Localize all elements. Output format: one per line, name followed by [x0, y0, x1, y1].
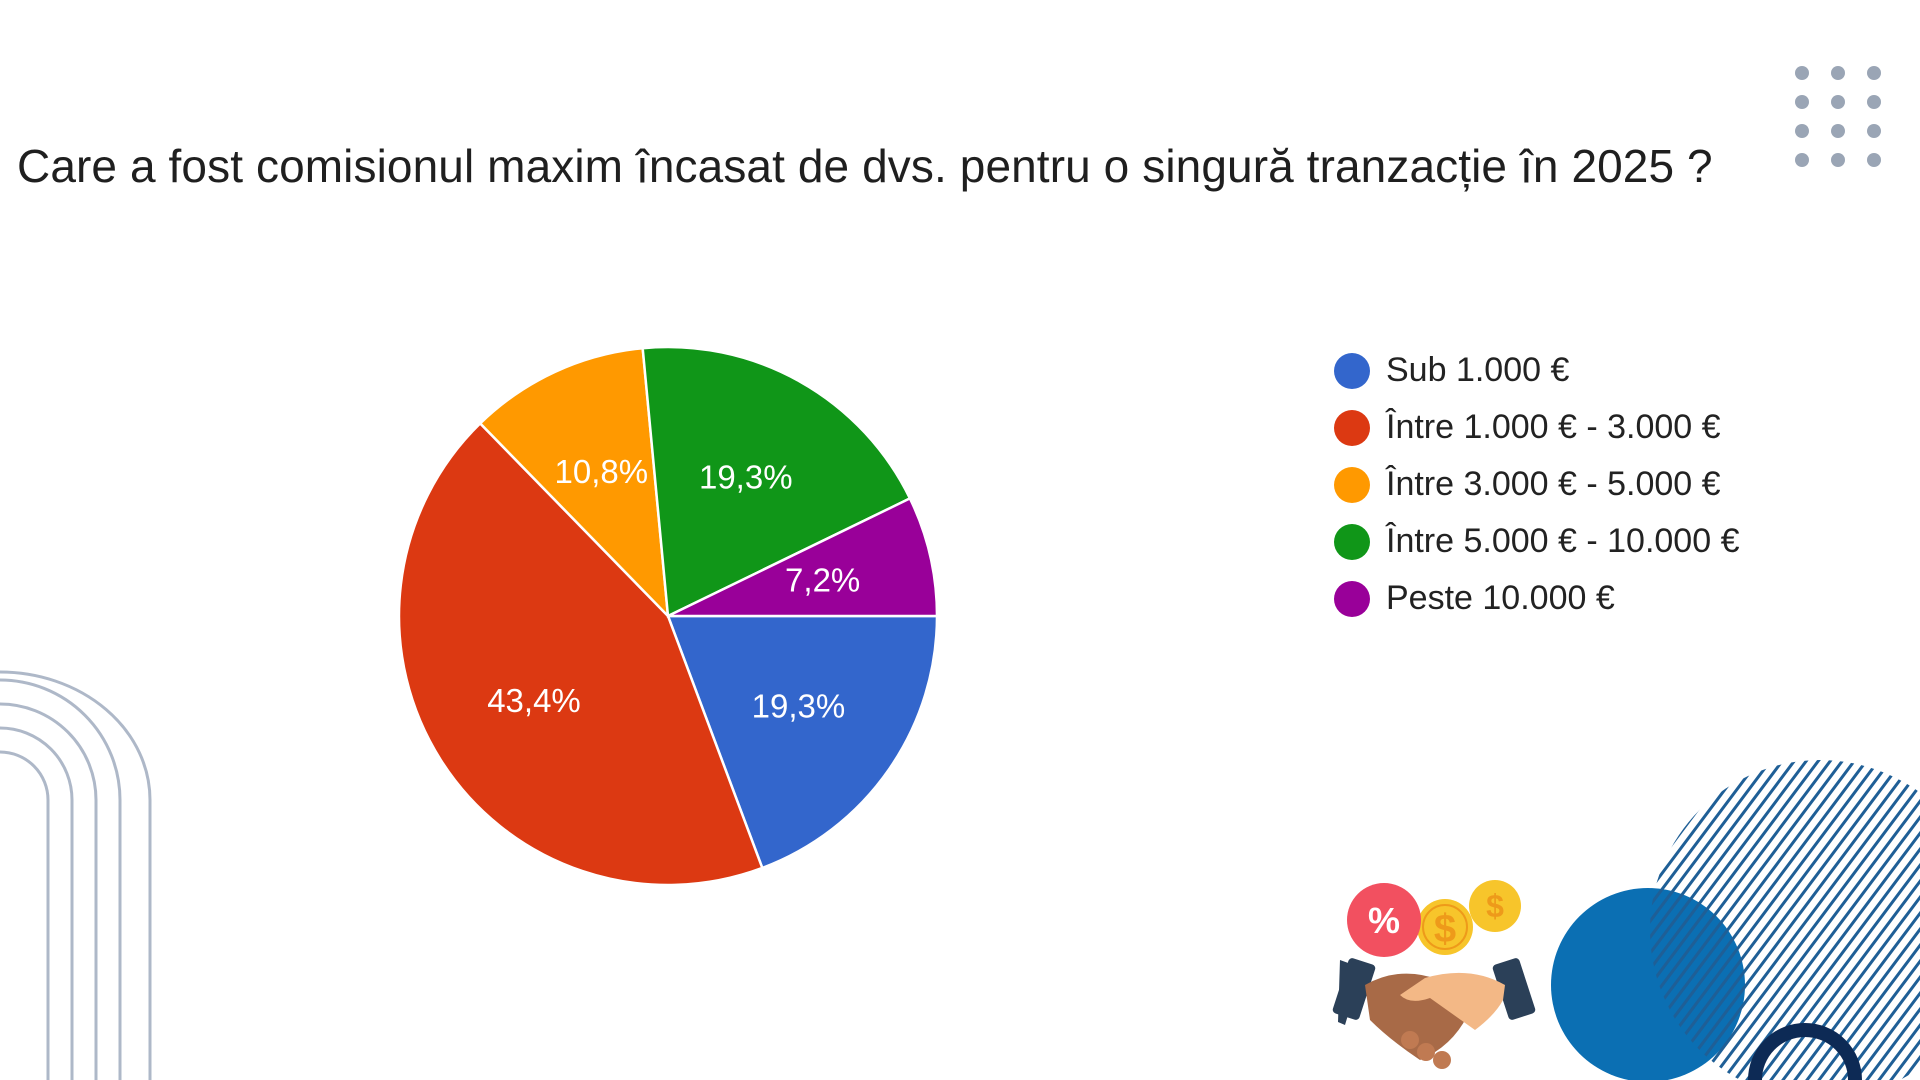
- legend-label: Între 1.000 € - 3.000 €: [1386, 408, 1721, 446]
- slice-value-label: 7,2%: [785, 561, 860, 598]
- legend-swatch: [1334, 523, 1370, 560]
- pie-slice: [397, 421, 764, 887]
- legend-swatch: [1334, 352, 1370, 389]
- page-title: Care a fost comisionul maxim încasat de …: [17, 140, 1713, 192]
- legend-label: Peste 10.000 €: [1386, 579, 1615, 617]
- svg-text:%: %: [1368, 900, 1400, 941]
- slice-value-label: 19,3%: [699, 459, 793, 496]
- slice-value-label: 10,8%: [555, 453, 649, 490]
- slice-value-label: 43,4%: [487, 682, 581, 719]
- legend-label: Între 3.000 € - 5.000 €: [1386, 465, 1721, 503]
- pie-slice: [478, 346, 670, 620]
- arch-lines-decoration: [0, 670, 152, 1080]
- legend-label: Între 5.000 € - 10.000 €: [1386, 522, 1740, 560]
- dot-grid-decoration: [1795, 66, 1881, 167]
- legend-swatch: [1334, 409, 1370, 446]
- legend-swatch: [1334, 466, 1370, 503]
- legend-item: Peste 10.000 €: [1334, 570, 1739, 627]
- pie-slice: [667, 496, 939, 618]
- pie-slice: [641, 345, 912, 618]
- legend-item: Sub 1.000 €: [1334, 342, 1739, 399]
- slice-value-label: 19,3%: [752, 687, 846, 724]
- legend-item: Între 1.000 € - 3.000 €: [1334, 399, 1739, 456]
- handshake-money-icon: $ $ %: [1332, 880, 1536, 1069]
- chart-legend: Sub 1.000 € Între 1.000 € - 3.000 € Între …: [1334, 342, 1739, 627]
- pie-slice: [666, 614, 939, 870]
- svg-text:$: $: [1434, 907, 1456, 951]
- legend-item: Între 5.000 € - 10.000 €: [1334, 513, 1739, 570]
- legend-item: Între 3.000 € - 5.000 €: [1334, 456, 1739, 513]
- legend-swatch: [1334, 580, 1370, 617]
- blue-circle-decoration: [1551, 888, 1745, 1080]
- legend-label: Sub 1.000 €: [1386, 351, 1570, 389]
- svg-text:$: $: [1486, 888, 1504, 924]
